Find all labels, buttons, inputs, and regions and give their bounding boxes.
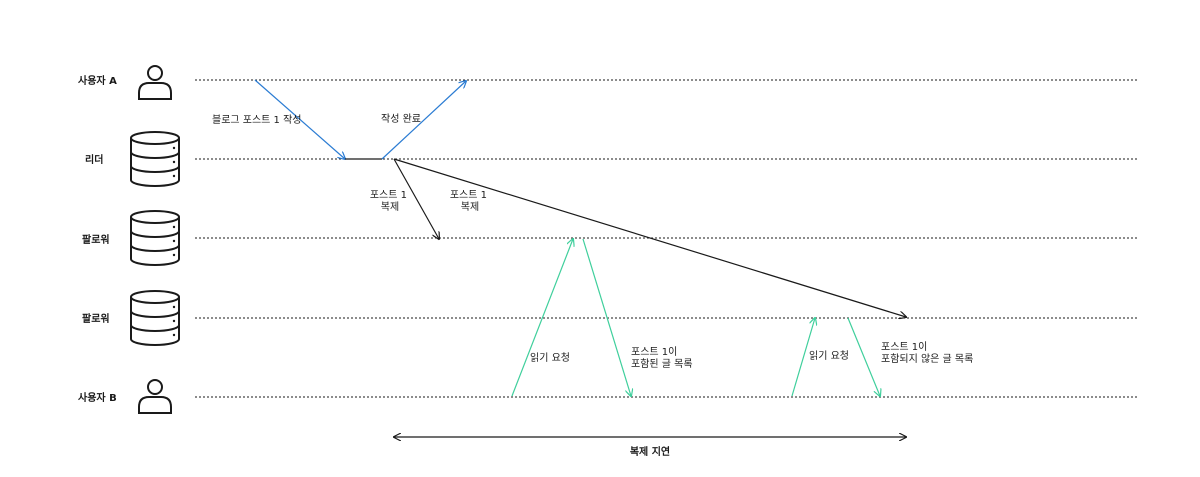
read-response-2-arrow: [847, 317, 880, 396]
write-post-label: 블로그 포스트 1 작성: [212, 114, 302, 126]
read-request-1-arrow: [511, 239, 573, 397]
row-label-leader: 리더: [85, 153, 103, 166]
read-response-2-line-1: 포스트 1이: [881, 341, 927, 353]
read-request-2-label: 읽기 요청: [809, 349, 849, 362]
row-label-follower-1: 팔로워: [82, 233, 110, 246]
replication-label-2-line-1: 포스트 1: [450, 189, 487, 201]
row-label-user-a: 사용자 A: [78, 74, 117, 87]
read-response-1-arrow: [582, 238, 631, 396]
read-request-1-label: 읽기 요청: [530, 351, 570, 364]
read-response-1-line-1: 포스트 1이: [631, 346, 677, 358]
read-response-2-line-2: 포함되지 않은 글 목록: [881, 353, 973, 365]
read-response-2-label: 포스트 1이 포함되지 않은 글 목록: [881, 341, 973, 365]
row-label-follower-2: 팔로워: [82, 312, 110, 325]
replication-lag-label: 복제 지연: [630, 445, 670, 458]
user-a-icon: [138, 65, 172, 100]
replication-label-1: 포스트 1 복제: [370, 189, 410, 213]
read-request-2-arrow: [791, 318, 815, 397]
row-label-user-b: 사용자 B: [78, 391, 117, 404]
user-b-icon: [138, 379, 172, 414]
replication-arrow-follower-2: [393, 158, 906, 317]
replication-label-2: 포스트 1 복제: [450, 189, 490, 213]
read-response-1-label: 포스트 1이 포함된 글 목록: [631, 346, 693, 370]
replication-label-1-line-2: 복제: [381, 201, 399, 213]
write-done-label: 작성 완료: [381, 113, 421, 125]
write-ack-arrow: [381, 81, 466, 160]
replication-label-2-line-2: 복제: [461, 201, 479, 213]
replication-arrow-follower-1: [393, 158, 439, 239]
leader-database-icon: [130, 131, 180, 187]
follower-2-database-icon: [130, 290, 180, 346]
write-request-arrow: [254, 79, 345, 159]
replication-label-1-line-1: 포스트 1: [370, 189, 407, 201]
follower-1-database-icon: [130, 210, 180, 266]
read-response-1-line-2: 포함된 글 목록: [631, 358, 693, 370]
